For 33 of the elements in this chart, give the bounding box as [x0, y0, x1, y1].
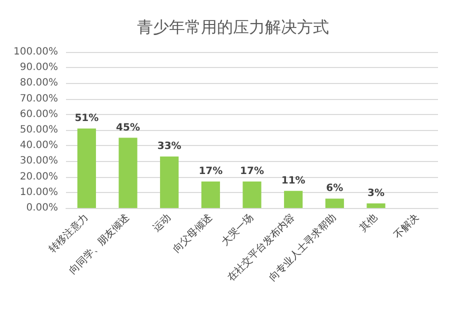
- data-label: 33%: [157, 141, 182, 152]
- y-tick-label: 60.00%: [20, 108, 58, 120]
- x-tick-label: 运动: [150, 211, 174, 234]
- bar: [284, 190, 303, 208]
- bar: [201, 181, 220, 208]
- data-label: 17%: [198, 166, 223, 177]
- y-tick-label: 10.00%: [20, 186, 58, 198]
- data-label: 51%: [74, 112, 99, 124]
- bar: [325, 198, 344, 208]
- data-label: 17%: [240, 166, 264, 177]
- chart-title: 青少年常用的压力解决方式: [137, 18, 329, 36]
- x-tick-label: 其他: [357, 211, 380, 234]
- data-label: 6%: [326, 183, 344, 194]
- y-tick-label: 40.00%: [20, 140, 58, 152]
- bar: [118, 138, 138, 208]
- x-tick-label: 大哭一场: [219, 211, 256, 248]
- x-tick-label: 不解决: [392, 211, 422, 242]
- y-tick-label: 0.00%: [26, 202, 58, 214]
- data-label: 11%: [281, 175, 306, 186]
- y-tick-label: 90.00%: [20, 62, 58, 74]
- x-tick-label: 向父母倾述: [170, 211, 215, 256]
- y-tick-label: 50.00%: [20, 124, 58, 136]
- bar: [77, 128, 96, 208]
- bar: [366, 203, 386, 208]
- y-tick-label: 100.00%: [14, 46, 58, 58]
- y-tick-label: 70.00%: [20, 93, 58, 104]
- y-tick-label: 20.00%: [20, 171, 58, 182]
- bar: [160, 156, 179, 208]
- data-label: 45%: [116, 122, 140, 134]
- bar: [242, 181, 262, 208]
- y-tick-label: 80.00%: [20, 78, 58, 89]
- data-label: 3%: [368, 188, 384, 199]
- y-tick-label: 30.00%: [20, 156, 58, 167]
